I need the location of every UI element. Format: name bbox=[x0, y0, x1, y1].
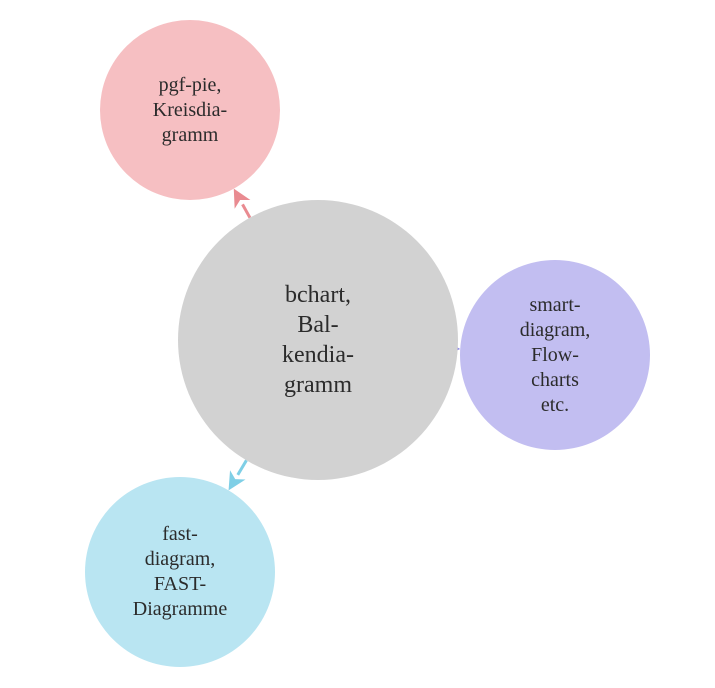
arrowhead-central-fast bbox=[229, 470, 246, 490]
diagram-stage: bchart, Bal- kendia- gramm pgf-pie, Kreis… bbox=[0, 0, 715, 688]
arrowhead-central-pgf-pie bbox=[234, 189, 251, 209]
node-label-central: bchart, Bal- kendia- gramm bbox=[282, 280, 354, 400]
node-label-fast: fast- diagram, FAST- Diagramme bbox=[133, 522, 227, 622]
node-pgf-pie: pgf-pie, Kreisdia- gramm bbox=[100, 20, 280, 200]
node-label-smart: smart- diagram, Flow- charts etc. bbox=[520, 293, 591, 418]
node-smart: smart- diagram, Flow- charts etc. bbox=[460, 260, 650, 450]
node-fast: fast- diagram, FAST- Diagramme bbox=[85, 477, 275, 667]
edge-central-pgf-pie bbox=[243, 204, 250, 217]
node-label-pgf-pie: pgf-pie, Kreisdia- gramm bbox=[153, 73, 227, 148]
node-central: bchart, Bal- kendia- gramm bbox=[178, 200, 458, 480]
edge-central-fast bbox=[238, 460, 247, 475]
